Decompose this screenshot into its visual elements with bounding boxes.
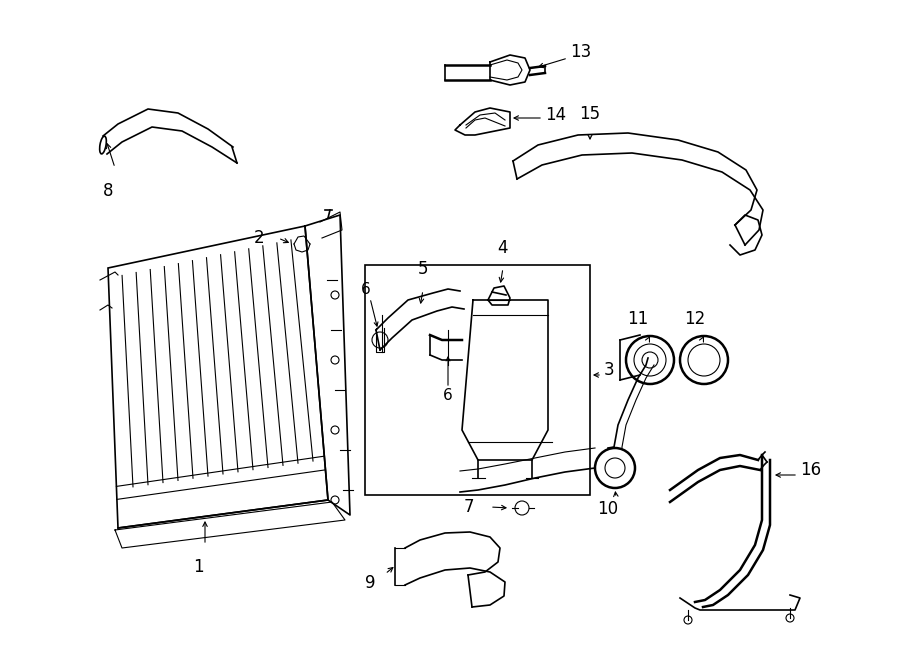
Text: 5: 5 [418, 260, 428, 278]
Text: 16: 16 [800, 461, 821, 479]
Text: 13: 13 [570, 43, 591, 61]
Text: 7: 7 [464, 498, 474, 516]
Text: 8: 8 [103, 182, 113, 200]
Text: 12: 12 [684, 310, 706, 328]
Text: 14: 14 [545, 106, 566, 124]
Text: 11: 11 [627, 310, 649, 328]
Text: 3: 3 [604, 361, 615, 379]
Text: 6: 6 [443, 387, 453, 403]
Bar [365, 265, 590, 495]
Text: 2: 2 [254, 229, 265, 247]
Text: 6: 6 [361, 282, 371, 297]
Text: 15: 15 [580, 105, 600, 123]
Text: 10: 10 [598, 500, 618, 518]
Text: 9: 9 [364, 574, 375, 592]
Text: 1: 1 [193, 558, 203, 576]
Text: 4: 4 [498, 239, 508, 257]
